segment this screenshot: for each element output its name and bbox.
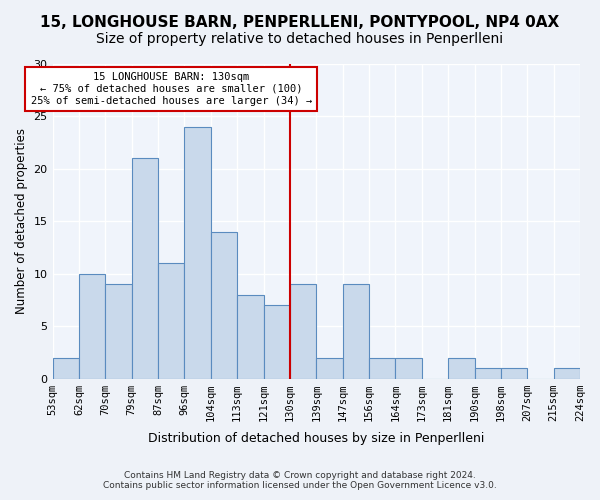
Bar	[158, 263, 184, 378]
Bar	[369, 358, 395, 378]
Bar	[316, 358, 343, 378]
Bar	[501, 368, 527, 378]
Bar	[290, 284, 316, 378]
Bar	[184, 127, 211, 378]
X-axis label: Distribution of detached houses by size in Penperlleni: Distribution of detached houses by size …	[148, 432, 484, 445]
Bar	[237, 294, 263, 378]
Bar	[211, 232, 237, 378]
Bar	[131, 158, 158, 378]
Bar	[53, 358, 79, 378]
Bar	[105, 284, 131, 378]
Bar	[554, 368, 580, 378]
Bar	[263, 305, 290, 378]
Text: 15 LONGHOUSE BARN: 130sqm
← 75% of detached houses are smaller (100)
25% of semi: 15 LONGHOUSE BARN: 130sqm ← 75% of detac…	[31, 72, 312, 106]
Text: Size of property relative to detached houses in Penperlleni: Size of property relative to detached ho…	[97, 32, 503, 46]
Text: 15, LONGHOUSE BARN, PENPERLLENI, PONTYPOOL, NP4 0AX: 15, LONGHOUSE BARN, PENPERLLENI, PONTYPO…	[40, 15, 560, 30]
Bar	[448, 358, 475, 378]
Bar	[395, 358, 422, 378]
Bar	[475, 368, 501, 378]
Bar	[343, 284, 369, 378]
Text: Contains HM Land Registry data © Crown copyright and database right 2024.
Contai: Contains HM Land Registry data © Crown c…	[103, 470, 497, 490]
Bar	[79, 274, 105, 378]
Y-axis label: Number of detached properties: Number of detached properties	[15, 128, 28, 314]
